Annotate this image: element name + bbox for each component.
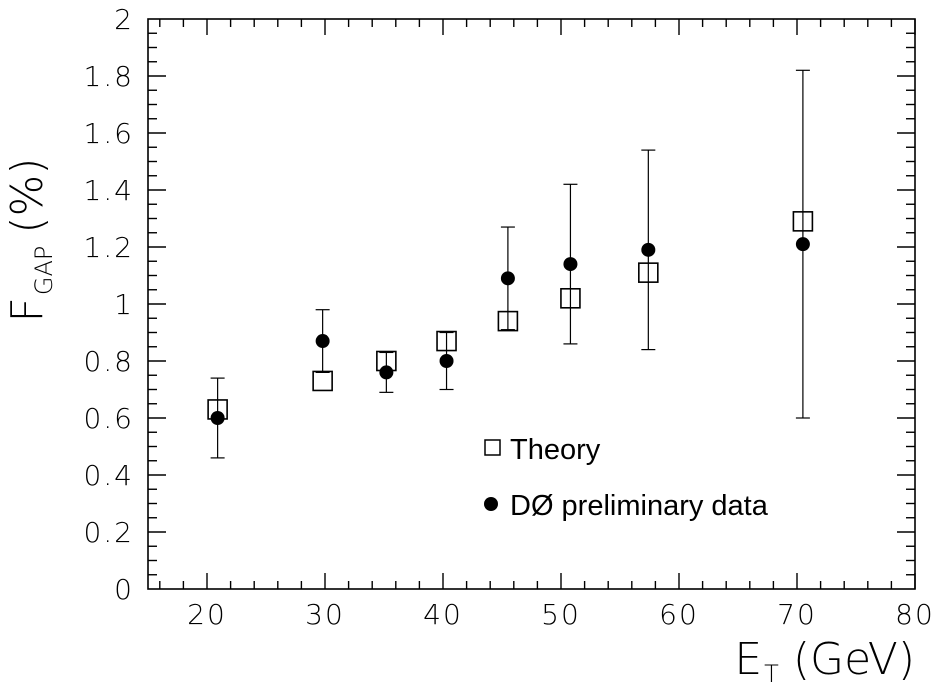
data-marks: [207, 211, 814, 425]
x-tick-label: 70: [777, 598, 817, 631]
data-point: [795, 237, 810, 252]
x-tick-label: 40: [423, 598, 463, 631]
data-point: [439, 354, 454, 368]
theory-point: [638, 262, 659, 283]
y-tick-label: 0: [114, 573, 134, 606]
x-axis-title-unit: (GeV): [793, 634, 915, 684]
svg-text:FGAP(%): FGAP (%): [2, 158, 58, 323]
y-tick-label: 1.8: [83, 60, 134, 93]
y-axis-title-unit: (%): [2, 158, 53, 234]
x-tick-labels: 20 30 40 50 60 70 80: [187, 598, 935, 631]
theory-point: [436, 330, 457, 352]
y-tick-label: 0.6: [83, 402, 134, 435]
y-tick-label: 2: [114, 3, 134, 36]
legend-theory-label: Theory: [510, 434, 601, 466]
y-axis-title: FGAP (%): [2, 158, 58, 323]
y-axis-title-sub: GAP: [30, 246, 58, 296]
x-tick-label: 80: [895, 598, 935, 631]
x-tick-label: 30: [305, 598, 345, 631]
legend-data-marker: [484, 497, 498, 511]
x-axis-title: ET (GeV): [734, 634, 915, 684]
theory-point: [312, 370, 333, 392]
svg-text:ET(GeV): ET (GeV): [734, 634, 915, 684]
y-tick-label: 0.8: [83, 345, 134, 378]
y-tick-label: 1.4: [83, 174, 134, 207]
x-tick-label: 50: [541, 598, 581, 631]
x-tick-label: 20: [187, 598, 227, 631]
data-point: [210, 411, 225, 425]
legend: Theory DØ preliminary data: [484, 434, 769, 522]
data-point: [641, 242, 656, 257]
theory-point: [792, 211, 814, 232]
y-tick-label: 0.4: [83, 459, 134, 492]
x-axis-title-main: E: [734, 634, 762, 684]
x-tick-label: 60: [659, 598, 699, 631]
theory-point: [497, 310, 519, 332]
data-point: [500, 271, 515, 286]
data-point: [379, 365, 394, 380]
legend-data-label: DØ preliminary data: [510, 490, 769, 522]
data-point: [315, 334, 330, 349]
legend-theory-marker: [484, 439, 501, 456]
theory-point: [560, 287, 581, 309]
y-axis-title-main: F: [2, 297, 53, 322]
y-tick-label: 1.6: [83, 117, 134, 150]
axis-ticks: [148, 19, 916, 589]
y-tick-label: 1: [114, 288, 134, 321]
x-axis-title-sub: T: [764, 660, 779, 684]
data-point: [563, 257, 578, 272]
error-bars: [210, 69, 810, 459]
y-tick-labels: 0 0.2 0.4 0.6 0.8 1 1.2 1.4 1.6 1.8 2: [83, 3, 134, 606]
y-tick-label: 0.2: [83, 516, 134, 549]
y-tick-label: 1.2: [83, 231, 134, 264]
